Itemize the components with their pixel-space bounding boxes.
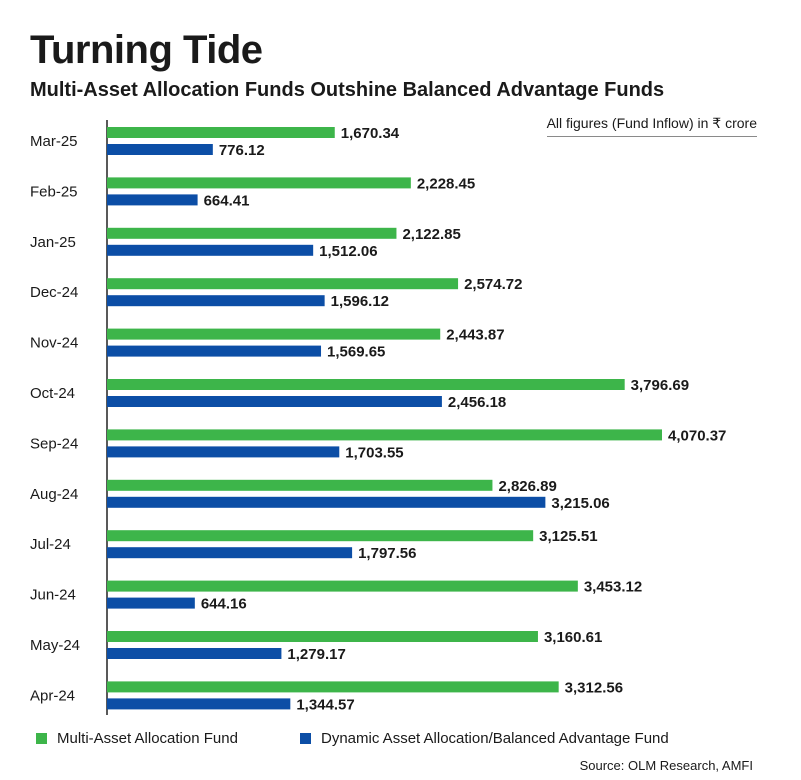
row-mar-25: Mar-25 1,670.34 776.12 (30, 125, 400, 159)
value-label-dynamic-asset: 1,596.12 (331, 293, 389, 310)
source-note: Source: OLM Research, AMFI (579, 758, 753, 773)
value-label-dynamic-asset: 664.41 (204, 192, 250, 209)
bar-dynamic-asset (107, 295, 325, 307)
bar-multi-asset (107, 631, 538, 642)
legend-swatch-dynamic-asset (300, 733, 311, 744)
bar-dynamic-asset (107, 194, 198, 206)
bar-multi-asset (107, 429, 662, 441)
value-label-multi-asset: 3,312.56 (565, 679, 623, 696)
value-label-dynamic-asset: 644.16 (201, 596, 247, 613)
value-label-multi-asset: 2,122.85 (402, 226, 460, 243)
value-label-multi-asset: 3,160.61 (544, 629, 602, 646)
bar-multi-asset (107, 530, 534, 542)
chart-title: Turning Tide (30, 28, 263, 72)
bar-dynamic-asset (107, 345, 322, 357)
bar-dynamic-asset (107, 496, 546, 508)
bar-multi-asset (107, 127, 335, 138)
category-label: Jun-24 (30, 587, 76, 604)
category-label: Nov-24 (30, 335, 78, 352)
bar-dynamic-asset (107, 698, 291, 710)
value-label-multi-asset: 2,826.89 (498, 478, 556, 495)
legend-item-multi-asset: Multi-Asset Allocation Fund (36, 730, 238, 747)
row-apr-24: Apr-24 3,312.56 1,344.57 (30, 679, 623, 713)
legend-label-dynamic-asset: Dynamic Asset Allocation/Balanced Advant… (321, 730, 669, 747)
legend-label-multi-asset: Multi-Asset Allocation Fund (57, 730, 238, 747)
bar-dynamic-asset (107, 446, 340, 458)
value-label-multi-asset: 2,574.72 (464, 276, 522, 293)
row-oct-24: Oct-24 3,796.69 2,456.18 (30, 377, 689, 411)
category-label: Feb-25 (30, 183, 78, 200)
value-label-multi-asset: 4,070.37 (668, 427, 726, 444)
value-label-multi-asset: 3,453.12 (584, 579, 642, 596)
value-label-multi-asset: 2,228.45 (417, 175, 475, 192)
legend-swatch-multi-asset (36, 733, 47, 744)
bar-multi-asset (107, 227, 397, 239)
bar-multi-asset (107, 177, 411, 189)
chart-subtitle: Multi-Asset Allocation Funds Outshine Ba… (30, 79, 665, 101)
bar-multi-asset (107, 479, 493, 491)
value-label-multi-asset: 3,125.51 (539, 528, 597, 545)
bar-chart: Mar-25 1,670.34 776.12 Feb-25 2,228.45 664.41… (30, 120, 726, 715)
row-jan-25: Jan-25 2,122.85 1,512.06 (30, 226, 461, 260)
value-label-dynamic-asset: 1,703.55 (345, 444, 403, 461)
bar-multi-asset (107, 278, 459, 290)
row-nov-24: Nov-24 2,443.87 1,569.65 (30, 327, 505, 361)
category-label: Dec-24 (30, 284, 78, 301)
bar-dynamic-asset (107, 396, 442, 407)
row-sep-24: Sep-24 4,070.37 1,703.55 (30, 427, 726, 461)
unit-note: All figures (Fund Inflow) in ₹ crore (546, 114, 757, 137)
row-jun-24: Jun-24 3,453.12 644.16 (30, 579, 642, 613)
bar-multi-asset (107, 379, 625, 390)
bar-dynamic-asset (107, 597, 195, 609)
value-label-dynamic-asset: 1,344.57 (296, 696, 354, 713)
row-aug-24: Aug-24 2,826.893,215.06 (30, 478, 610, 512)
category-label: Jul-24 (30, 536, 71, 553)
category-label: Apr-24 (30, 687, 75, 704)
value-label-dynamic-asset: 1,279.17 (287, 646, 345, 663)
legend-item-dynamic-asset: Dynamic Asset Allocation/Balanced Advant… (300, 730, 669, 747)
bar-multi-asset (107, 328, 441, 340)
bar-multi-asset (107, 681, 559, 693)
bar-multi-asset (107, 580, 578, 592)
value-label-dynamic-asset: 3,215.06 (551, 495, 609, 512)
category-label: May-24 (30, 637, 80, 654)
value-label-dynamic-asset: 1,569.65 (327, 344, 385, 361)
value-label-dynamic-asset: 1,797.56 (358, 545, 416, 562)
category-label: Sep-24 (30, 435, 78, 452)
category-label: Mar-25 (30, 133, 78, 150)
bar-dynamic-asset (107, 244, 314, 256)
row-dec-24: Dec-24 2,574.72 1,596.12 (30, 276, 522, 310)
row-feb-25: Feb-25 2,228.45 664.41 (30, 175, 475, 209)
bar-dynamic-asset (107, 648, 282, 659)
value-label-multi-asset: 1,670.34 (341, 125, 400, 142)
category-label: Jan-25 (30, 234, 76, 251)
value-label-dynamic-asset: 2,456.18 (448, 394, 506, 411)
category-label: Oct-24 (30, 385, 75, 402)
value-label-dynamic-asset: 1,512.06 (319, 243, 377, 260)
value-label-multi-asset: 2,443.87 (446, 327, 504, 344)
category-label: Aug-24 (30, 486, 78, 503)
row-jul-24: Jul-24 3,125.51 1,797.56 (30, 528, 598, 562)
bar-dynamic-asset (107, 144, 213, 155)
bar-dynamic-asset (107, 547, 353, 559)
row-may-24: May-24 3,160.61 1,279.17 (30, 629, 602, 663)
legend: Multi-Asset Allocation Fund Dynamic Asse… (36, 730, 776, 750)
value-label-dynamic-asset: 776.12 (219, 142, 265, 159)
value-label-multi-asset: 3,796.69 (631, 377, 689, 394)
